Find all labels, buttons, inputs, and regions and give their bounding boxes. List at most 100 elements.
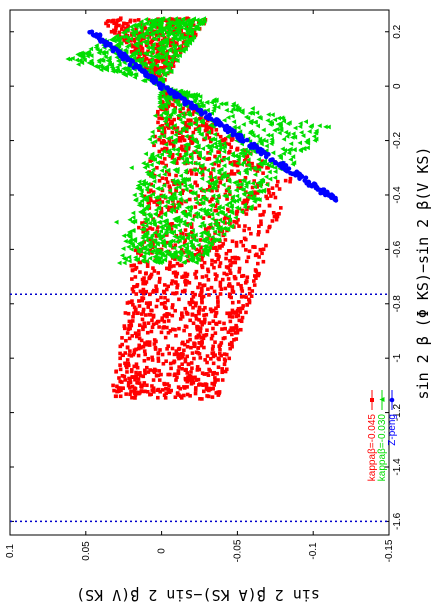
data-point <box>207 388 211 393</box>
data-point <box>156 395 160 400</box>
data-point <box>201 229 207 235</box>
data-point <box>240 315 245 320</box>
data-point <box>154 339 158 344</box>
data-point <box>155 65 160 70</box>
data-point <box>185 16 190 21</box>
data-point <box>143 389 147 394</box>
data-point <box>159 140 164 145</box>
data-point <box>216 300 220 305</box>
data-point <box>121 233 127 239</box>
data-point <box>202 135 207 141</box>
data-point <box>137 391 141 396</box>
data-point <box>209 110 215 116</box>
data-point <box>173 132 178 138</box>
data-point <box>155 28 161 33</box>
data-point <box>143 341 147 345</box>
data-point <box>133 331 138 336</box>
data-point <box>153 345 158 350</box>
data-point <box>172 144 176 149</box>
data-point <box>202 166 207 171</box>
data-point <box>162 211 168 216</box>
data-point <box>243 147 248 153</box>
data-point <box>205 328 209 333</box>
data-point <box>120 336 124 340</box>
data-point <box>219 353 223 358</box>
data-point <box>154 284 158 289</box>
data-point <box>148 301 152 305</box>
data-point <box>191 245 196 251</box>
data-point <box>189 28 194 34</box>
data-point <box>140 298 145 303</box>
data-point <box>155 33 161 39</box>
data-point <box>161 361 166 366</box>
data-point <box>193 121 197 125</box>
data-point <box>167 351 172 356</box>
data-point <box>161 25 167 31</box>
data-point <box>205 127 209 132</box>
data-point <box>216 232 221 237</box>
data-point <box>139 253 143 258</box>
data-point <box>225 311 229 316</box>
data-point <box>140 34 146 40</box>
data-point <box>259 222 263 227</box>
data-point <box>153 212 158 217</box>
data-point <box>252 184 258 190</box>
data-point <box>117 30 122 35</box>
data-point <box>141 344 146 349</box>
data-point <box>268 119 273 125</box>
data-point <box>261 187 267 193</box>
data-point <box>189 380 194 384</box>
data-point <box>131 315 135 319</box>
data-point <box>220 145 226 151</box>
data-point <box>196 242 201 248</box>
data-point <box>152 113 158 119</box>
data-point <box>249 231 253 236</box>
data-point <box>194 167 200 173</box>
x-axis-ticks: 0.20-0.2-0.4-0.6-0.8-1-1.2-1.4-1.6 <box>10 24 403 530</box>
data-point <box>95 64 100 70</box>
data-point <box>191 295 196 299</box>
data-point <box>174 41 179 45</box>
data-point <box>162 393 167 397</box>
data-point <box>234 323 238 328</box>
data-point <box>172 57 178 63</box>
data-point <box>265 196 270 201</box>
data-point <box>141 374 146 379</box>
data-point <box>113 31 117 35</box>
data-point <box>232 180 237 186</box>
data-point <box>151 41 156 47</box>
data-point <box>126 24 130 28</box>
data-point <box>211 319 216 324</box>
data-point <box>113 42 119 48</box>
data-point <box>235 308 240 313</box>
data-point <box>174 94 180 100</box>
data-point <box>136 346 141 351</box>
data-point <box>165 100 171 106</box>
data-point <box>172 20 177 26</box>
data-point <box>166 241 170 245</box>
data-point <box>74 57 80 63</box>
data-point <box>179 95 185 101</box>
data-point <box>180 243 186 249</box>
data-point <box>164 106 169 111</box>
data-point <box>145 264 150 268</box>
data-point <box>236 169 240 174</box>
data-point <box>126 42 132 48</box>
data-point <box>141 253 146 259</box>
data-point <box>189 18 195 24</box>
data-point <box>228 271 233 275</box>
data-point <box>210 333 215 338</box>
data-point <box>207 151 212 156</box>
data-point <box>103 54 108 60</box>
data-point <box>208 148 214 153</box>
data-point <box>231 290 236 294</box>
data-point <box>170 178 176 183</box>
data-point <box>247 130 253 136</box>
data-point <box>263 138 269 144</box>
data-point <box>190 312 195 317</box>
data-point <box>177 196 183 202</box>
data-point <box>199 165 203 170</box>
data-point <box>141 327 145 332</box>
data-point <box>171 107 176 112</box>
data-point <box>144 38 150 44</box>
